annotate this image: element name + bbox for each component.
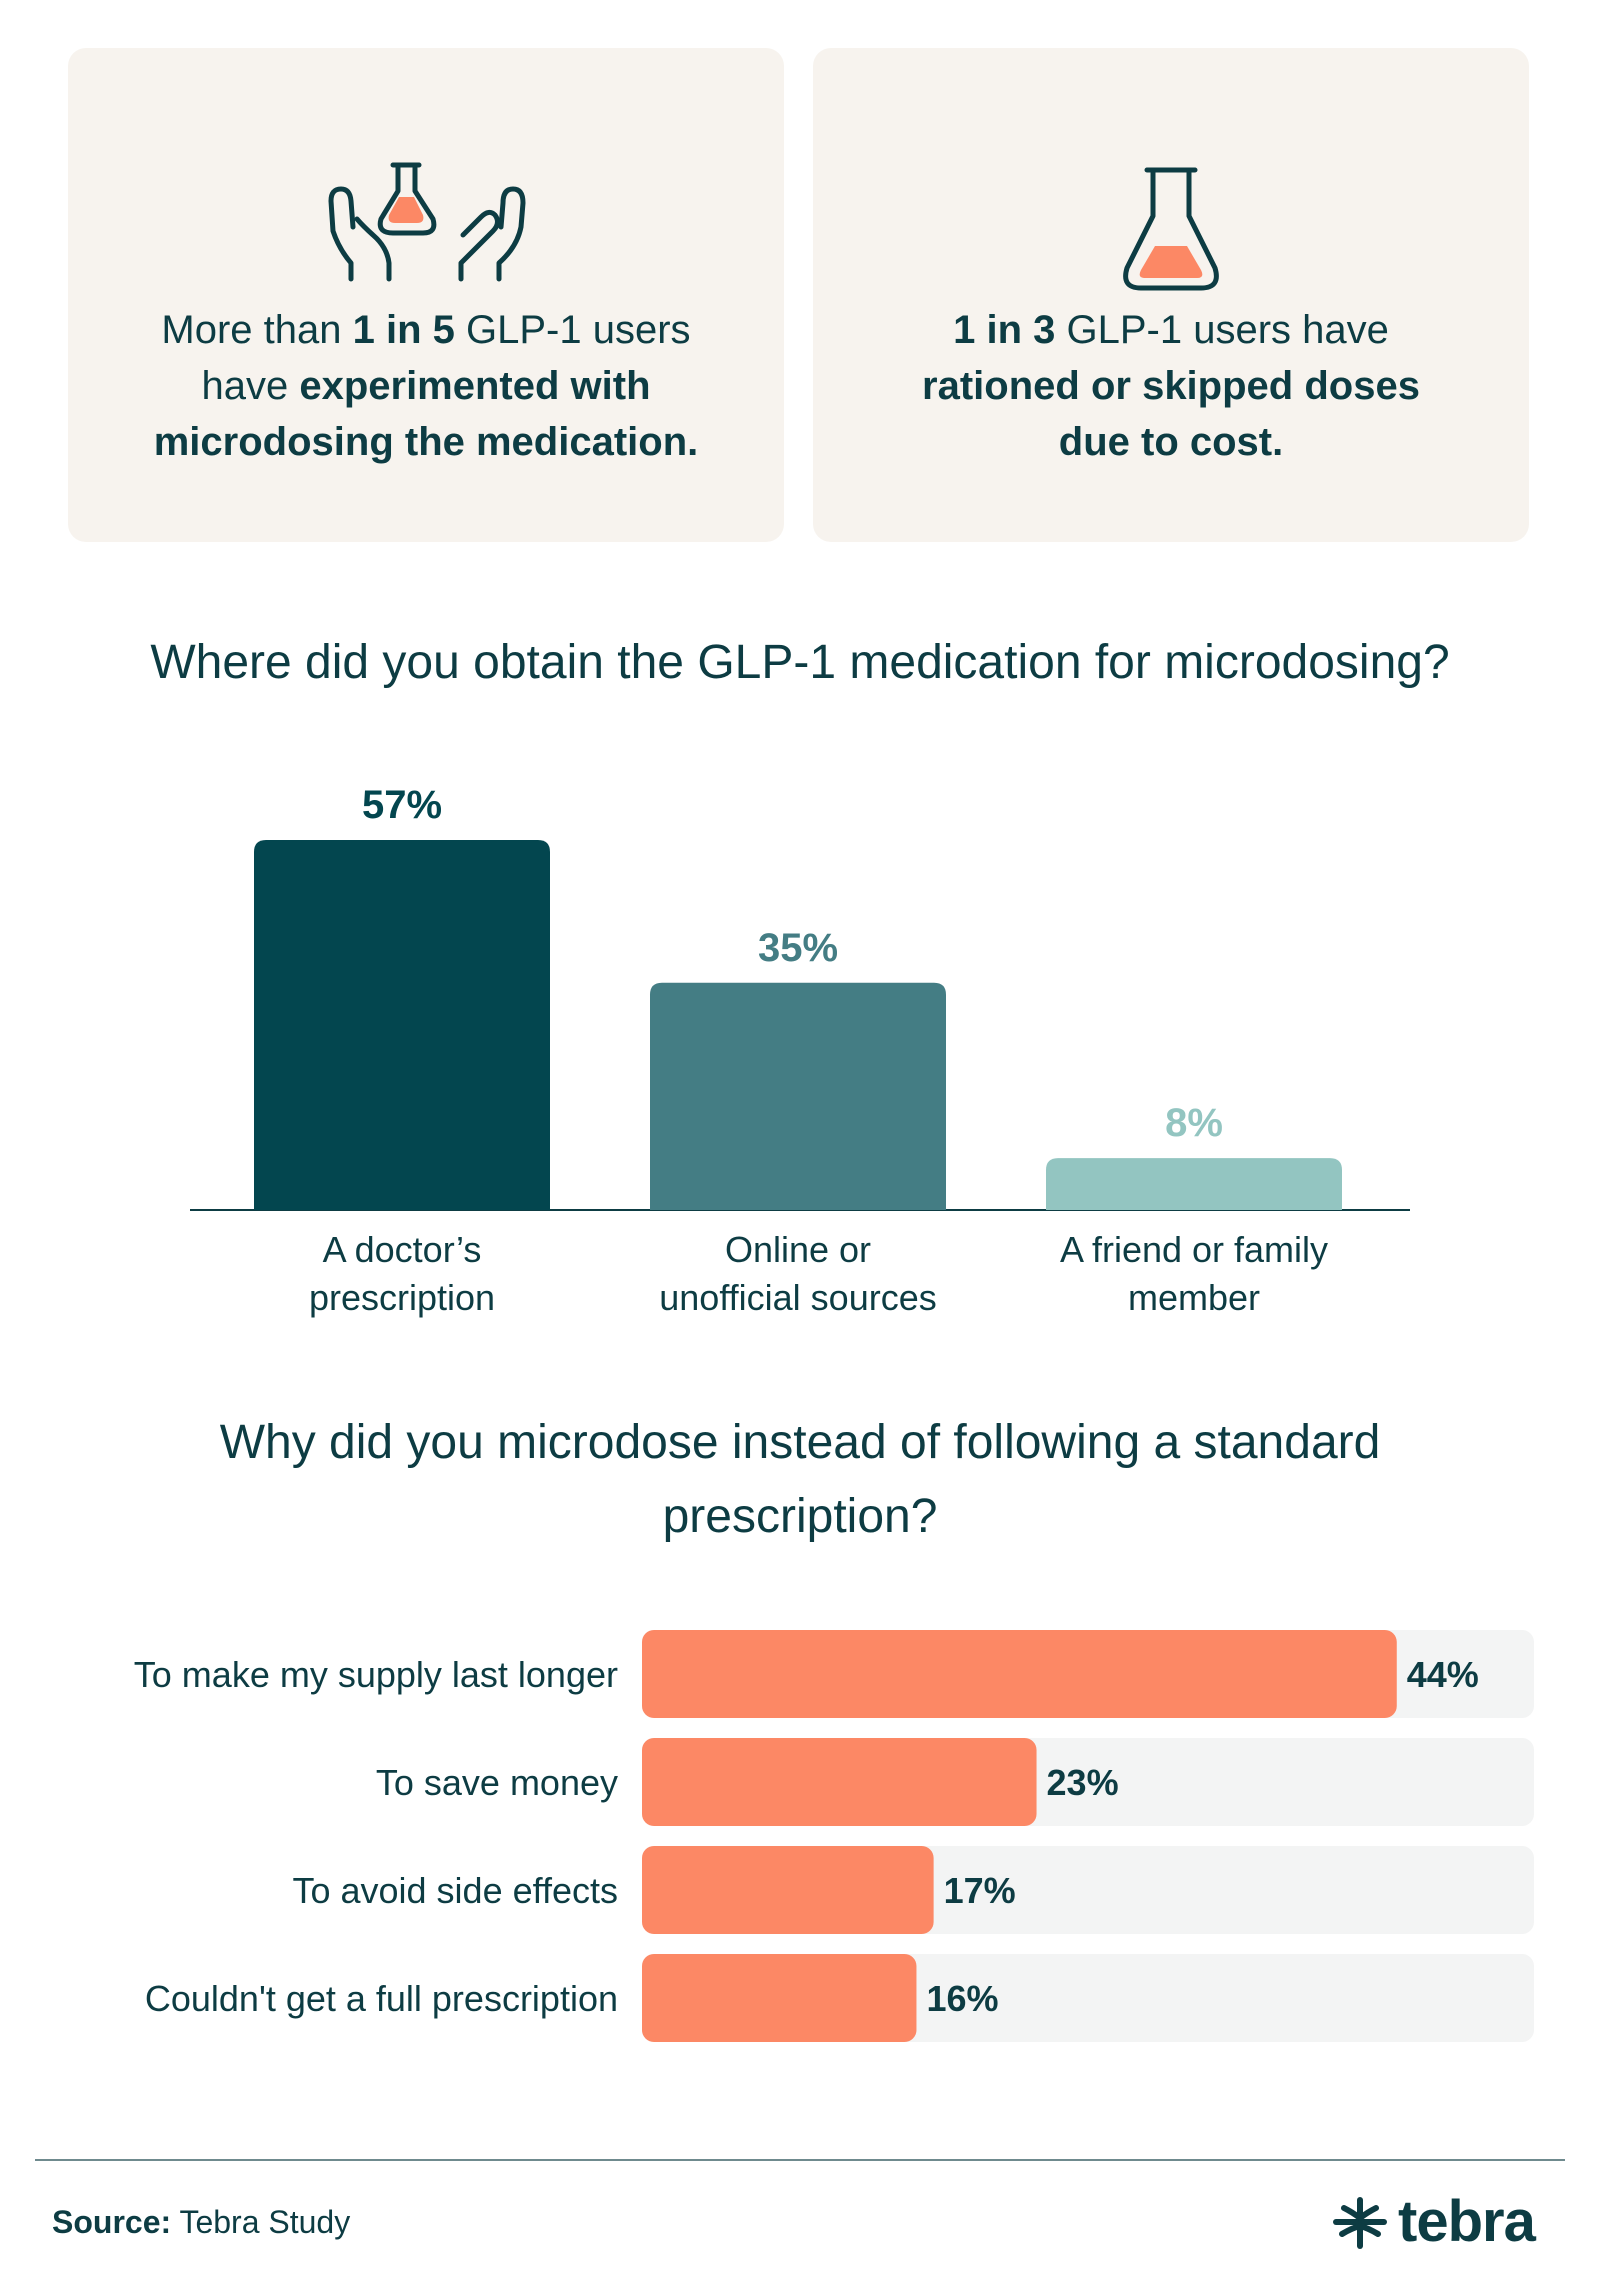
stat-text-bold: rationed or skipped doses [922, 364, 1420, 408]
microdose-reasons-bar-chart: To make my supply last longer 44% To save … [134, 1630, 1534, 2042]
category-label: To make my supply last longer [134, 1654, 618, 1695]
chart-title-reasons: Why did you microdose instead of followi… [219, 1416, 1381, 1543]
source-citation: Source: Tebra Study [52, 2204, 350, 2241]
stat-text-bold: 1 in 3 [953, 308, 1056, 352]
data-label: 23% [1047, 1762, 1119, 1803]
footer-divider [35, 2159, 1565, 2161]
stat-text-bold: due to cost. [1058, 420, 1284, 464]
category-label: A friend or family [1060, 1229, 1328, 1270]
category-label: unofficial sources [659, 1277, 937, 1318]
bar [1046, 1158, 1342, 1210]
tebra-logo: tebra [1332, 2188, 1536, 2255]
stat-text-rationing: 1 in 3 GLP-1 users have rationed or skipp… [853, 302, 1489, 470]
flask-icon [1123, 167, 1219, 291]
category-label: A doctor’s [323, 1229, 482, 1270]
data-label: 8% [1165, 1101, 1223, 1145]
bar [254, 840, 550, 1210]
category-label: To save money [376, 1762, 618, 1803]
chart-title-obtain: Where did you obtain the GLP-1 medicatio… [150, 636, 1450, 689]
source-value: Tebra Study [171, 2204, 351, 2240]
tebra-logo-icon [1333, 2196, 1387, 2249]
category-label: Couldn't get a full prescription [145, 1978, 618, 2019]
stat-card-microdosing: More than 1 in 5 GLP-1 users have experim… [68, 48, 784, 542]
stat-card-rationing: 1 in 3 GLP-1 users have rationed or skipp… [813, 48, 1529, 542]
data-label: 17% [944, 1870, 1016, 1911]
stat-text-regular: GLP-1 users [454, 308, 691, 352]
data-label: 57% [362, 783, 442, 827]
category-label: prescription [309, 1277, 495, 1318]
stat-text-regular: GLP-1 users have [1055, 308, 1389, 352]
data-label: 35% [758, 926, 838, 970]
source-label: Source: [52, 2204, 172, 2240]
data-label: 16% [926, 1978, 998, 2019]
category-label: Online or [725, 1229, 871, 1270]
stat-text-bold: microdosing the medication. [153, 420, 699, 464]
brand-name: tebra [1398, 2189, 1536, 2254]
stat-text-bold: experimented with [299, 364, 651, 408]
obtain-source-bar-chart: 57% A doctor’s prescription 35% Online or uno… [190, 783, 1410, 1318]
bar [650, 982, 946, 1210]
bar [642, 1954, 917, 2042]
category-label: To avoid side effects [292, 1870, 618, 1911]
bar [642, 1630, 1397, 1718]
data-label: 44% [1407, 1654, 1479, 1695]
bar [642, 1846, 934, 1934]
bar [642, 1738, 1037, 1826]
category-label: member [1128, 1277, 1260, 1318]
stat-text-regular: have [201, 364, 300, 408]
stat-text-regular: More than [161, 308, 353, 352]
stat-text-bold: 1 in 5 [352, 308, 455, 352]
hands-holding-flask-icon [328, 162, 526, 282]
stat-text-microdosing: More than 1 in 5 GLP-1 users have experim… [108, 302, 744, 470]
